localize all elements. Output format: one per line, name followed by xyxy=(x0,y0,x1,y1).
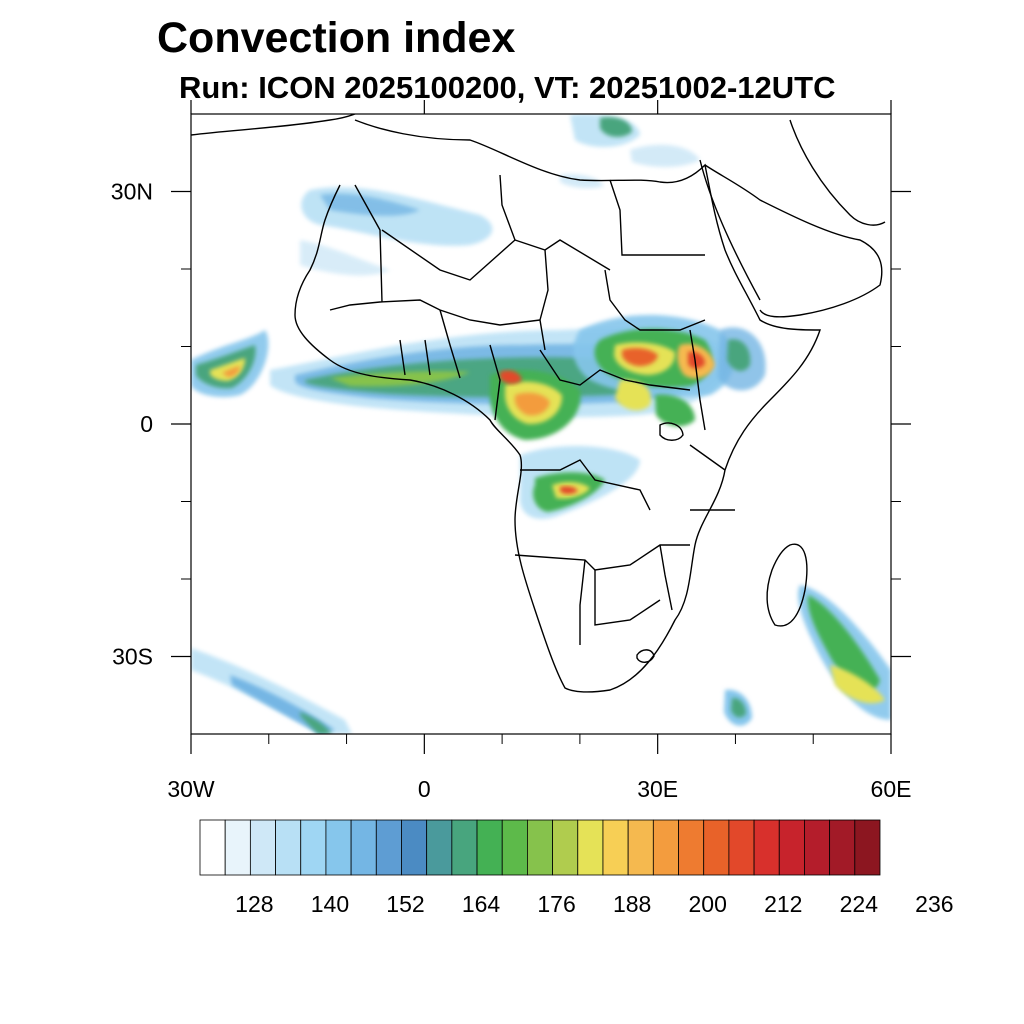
colorbar-label: 128 xyxy=(235,891,273,917)
field-patch xyxy=(630,144,700,167)
border xyxy=(539,249,549,351)
colorbar-swatch xyxy=(476,819,503,876)
x-tick-label: 0 xyxy=(418,776,431,802)
madagascar xyxy=(766,543,808,627)
arabia-coast xyxy=(704,164,883,318)
border xyxy=(604,269,706,331)
x-tick-label: 30W xyxy=(167,776,215,802)
field-patch xyxy=(514,392,550,416)
field-patch xyxy=(210,358,246,381)
border xyxy=(539,349,691,391)
colorbar-label: 152 xyxy=(386,891,424,917)
field-patch xyxy=(300,240,390,276)
colorbar-label: 212 xyxy=(764,891,802,917)
field-patch xyxy=(688,351,705,369)
border xyxy=(579,559,586,645)
border xyxy=(514,544,690,571)
colorbar-swatch xyxy=(325,819,352,876)
field-patch xyxy=(300,712,332,734)
colorbar-swatch xyxy=(804,819,831,876)
border xyxy=(594,570,661,626)
colorbar-swatch xyxy=(602,819,629,876)
colorbar-swatch xyxy=(426,819,453,876)
border xyxy=(439,309,461,379)
field-patch xyxy=(727,339,751,372)
colorbar-label: 224 xyxy=(840,891,879,917)
border xyxy=(329,299,541,326)
field-patch xyxy=(222,366,240,377)
colorbar-swatch xyxy=(501,819,528,876)
colorbar-label: 200 xyxy=(689,891,727,917)
colorbar-swatch xyxy=(249,819,276,876)
colorbar-swatch xyxy=(375,819,402,876)
lake-victoria xyxy=(659,422,684,441)
colorbar-swatch xyxy=(199,819,226,876)
colorbar-label: 176 xyxy=(537,891,575,917)
y-tick-label: 0 xyxy=(140,411,153,437)
field-patch xyxy=(191,648,352,734)
field-patch xyxy=(560,174,604,189)
colorbar-swatch xyxy=(300,819,327,876)
colorbar-swatch xyxy=(527,819,553,876)
border xyxy=(499,174,516,241)
axes: 30W 0 30E 60E 30N 0 30S xyxy=(111,100,912,802)
colorbar-label: 140 xyxy=(311,891,349,917)
y-tick-label: 30S xyxy=(112,644,153,670)
colorbar-swatch xyxy=(275,819,302,876)
colorbar-swatch xyxy=(854,819,881,876)
border xyxy=(354,184,383,303)
colorbar-swatch xyxy=(350,819,377,876)
border xyxy=(659,544,673,611)
border xyxy=(399,339,406,376)
border xyxy=(489,344,501,421)
field-patch xyxy=(830,665,885,704)
field-patch xyxy=(807,595,880,691)
field-patch xyxy=(615,379,651,411)
chart-title: Convection index xyxy=(157,14,516,62)
colorbar-swatch xyxy=(451,819,478,876)
field-patch xyxy=(731,697,746,718)
red-sea-coast xyxy=(699,159,761,301)
colorbar-swatch xyxy=(829,819,856,876)
colorbar-swatch xyxy=(678,819,705,876)
field-patch xyxy=(600,117,632,137)
border xyxy=(609,179,705,256)
x-tick-label: 60E xyxy=(871,776,912,802)
colorbar-swatch xyxy=(627,819,654,876)
europe-coast xyxy=(191,114,356,136)
field-patch xyxy=(655,394,695,427)
field-patch xyxy=(560,486,578,494)
colorbar-label: 164 xyxy=(462,891,501,917)
border xyxy=(520,459,651,511)
x-tick-label: 30E xyxy=(637,776,678,802)
y-tick-label: 30N xyxy=(111,179,153,205)
africa-coastline xyxy=(294,119,821,693)
colorbar-swatch xyxy=(577,819,604,876)
colorbar-swatch xyxy=(753,819,780,876)
colorbar-swatch xyxy=(401,819,428,876)
field-patch xyxy=(621,347,658,367)
colorbar-label: 188 xyxy=(613,891,651,917)
colorbar: 128 140 152 164 176 188 200 212 224 236 xyxy=(199,819,954,917)
field-patch xyxy=(500,370,522,384)
lesotho xyxy=(636,649,655,663)
colorbar-label: 236 xyxy=(915,891,953,917)
convection-field xyxy=(191,114,891,734)
border xyxy=(689,444,726,471)
persian-gulf xyxy=(789,119,886,226)
colorbar-swatch xyxy=(728,819,755,876)
colorbar-swatch xyxy=(652,819,679,876)
coastlines xyxy=(191,114,886,693)
field-patch xyxy=(320,193,420,216)
colorbar-swatch xyxy=(224,819,251,876)
colorbar-swatch xyxy=(778,819,805,876)
border xyxy=(424,339,431,376)
chart-subtitle: Run: ICON 2025100200, VT: 20251002-12UTC xyxy=(179,70,836,105)
colorbar-swatch xyxy=(552,819,579,876)
colorbar-swatch xyxy=(703,819,730,876)
border xyxy=(689,329,706,431)
